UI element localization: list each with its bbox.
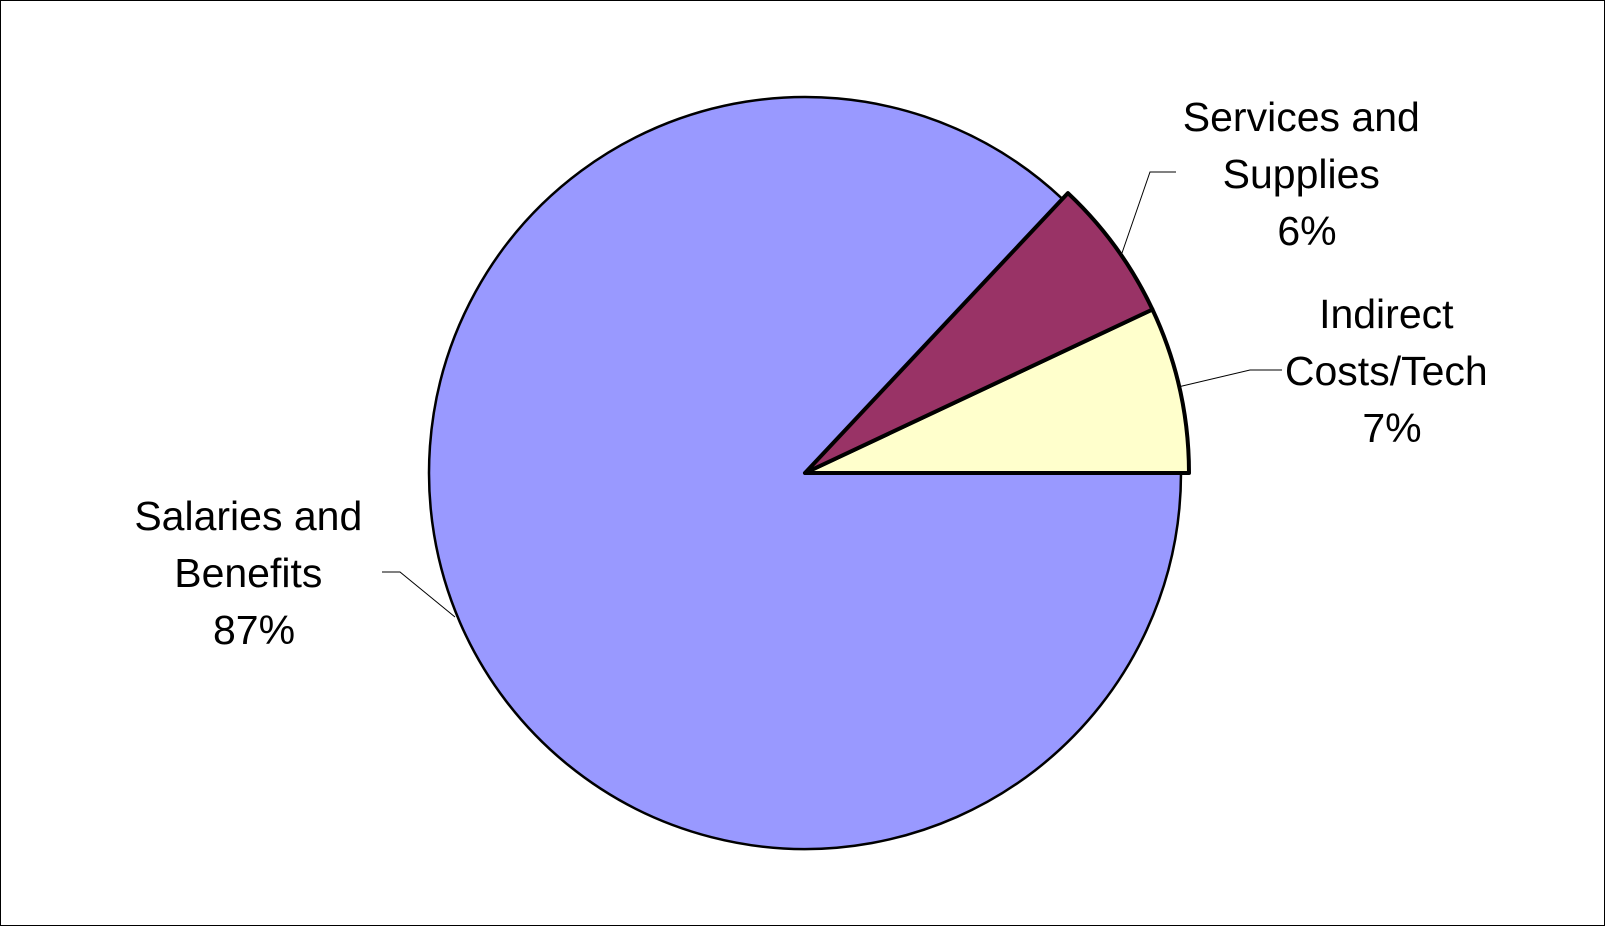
leader-line-services-and-supplies: [1121, 171, 1176, 254]
leader-lines: [382, 171, 1282, 618]
value-label: 87%: [213, 607, 295, 653]
slice-label-indirect-costs-tech: Indirect Costs/Tech 7%: [1285, 291, 1499, 451]
pie-slice-indirect-costs-tech: [803, 307, 1191, 475]
leader-line-indirect-costs-tech: [1177, 369, 1282, 388]
pie-slices: [427, 95, 1191, 851]
value-label: 6%: [1277, 208, 1336, 254]
label-line: Salaries and: [134, 493, 362, 539]
label-line: Costs/Tech: [1285, 348, 1488, 394]
pie-slice-services-and-supplies: [803, 191, 1155, 475]
label-line: Supplies: [1223, 151, 1380, 197]
slice-label-services-and-supplies: Services and Supplies 6%: [1183, 94, 1431, 254]
label-line: Indirect: [1319, 291, 1454, 337]
value-label: 7%: [1362, 405, 1421, 451]
label-line: Benefits: [174, 550, 322, 596]
leader-line-salaries-and-benefits: [382, 571, 456, 618]
label-line: Services and: [1183, 94, 1420, 140]
slice-label-salaries-and-benefits: Salaries and Benefits 87%: [134, 493, 373, 653]
